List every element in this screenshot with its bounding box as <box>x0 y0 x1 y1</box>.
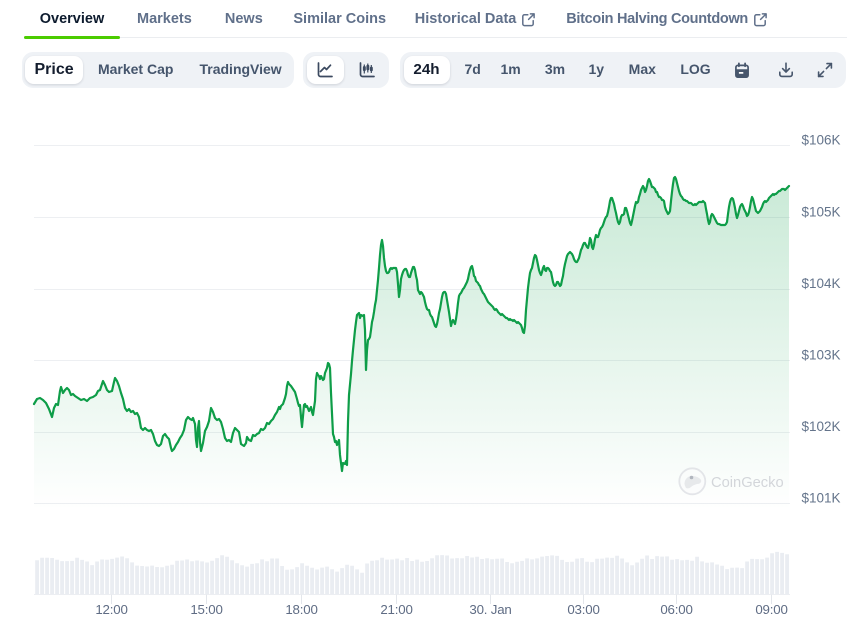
svg-text:06:00: 06:00 <box>660 602 692 617</box>
svg-text:$103K: $103K <box>801 348 840 363</box>
svg-text:15:00: 15:00 <box>190 602 222 617</box>
svg-text:$105K: $105K <box>801 204 840 219</box>
svg-text:12:00: 12:00 <box>95 602 127 617</box>
svg-text:$104K: $104K <box>801 276 840 291</box>
svg-text:18:00: 18:00 <box>285 602 317 617</box>
svg-text:CoinGecko: CoinGecko <box>711 475 784 491</box>
svg-text:$106K: $106K <box>801 133 840 148</box>
svg-text:$101K: $101K <box>801 491 840 506</box>
svg-text:30. Jan: 30. Jan <box>469 602 511 617</box>
svg-text:21:00: 21:00 <box>380 602 412 617</box>
svg-text:09:00: 09:00 <box>755 602 787 617</box>
svg-text:$102K: $102K <box>801 419 840 434</box>
svg-text:03:00: 03:00 <box>567 602 599 617</box>
